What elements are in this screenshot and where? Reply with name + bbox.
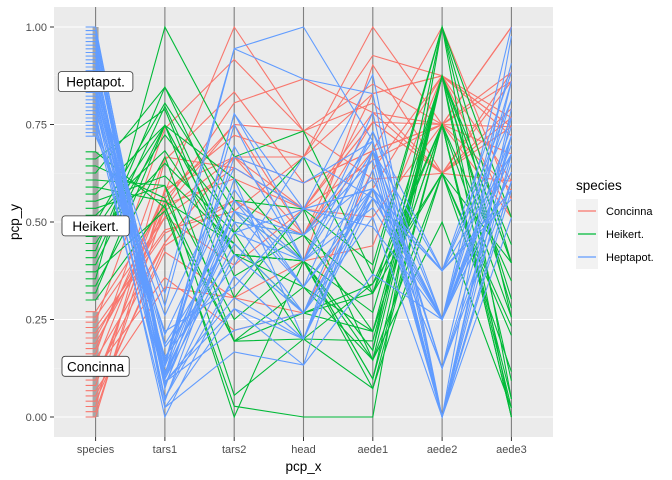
y-tick-label: 0.00: [26, 412, 47, 424]
x-tick-label: tars1: [153, 444, 177, 456]
line-heikert: [85, 172, 512, 397]
x-axis-title: pcp_x: [285, 459, 321, 474]
line-heikert: [85, 122, 512, 418]
level-label-heikert: Heikert.: [61, 215, 130, 237]
y-tick-label: 1.00: [26, 22, 47, 34]
legend-label: Concinna: [606, 206, 653, 218]
line-heptapot: [85, 124, 512, 409]
line-concinna: [85, 71, 512, 318]
level-label-box: [61, 355, 130, 377]
level-label-text: Heikert.: [72, 219, 119, 234]
legend-title: species: [576, 178, 622, 193]
level-label-box: [61, 215, 130, 237]
y-axis: 0.00 0.25 0.50 0.75 1.00: [26, 22, 54, 424]
data-lines: [85, 24, 512, 420]
line-heptapot: [85, 41, 512, 378]
line-heikert: [85, 26, 512, 418]
level-label-heptapot: Heptapot.: [57, 71, 134, 92]
legend: species Concinna Heikert. Heptapot.: [576, 178, 654, 269]
y-tick-label: 0.75: [26, 120, 47, 132]
x-tick-label: aede1: [358, 444, 389, 456]
y-tick-label: 0.25: [26, 315, 47, 327]
legend-label: Heikert.: [606, 229, 644, 241]
level-label-box: [57, 71, 134, 92]
x-tick-label: species: [77, 444, 115, 456]
line-concinna: [85, 25, 512, 365]
species-level-labels: Heptapot. Heikert. Concinna: [57, 71, 134, 377]
line-concinna: [85, 25, 512, 329]
y-axis-title: pcp_y: [7, 204, 22, 240]
level-label-text: Concinna: [67, 359, 125, 374]
line-heptapot: [85, 77, 512, 419]
line-heikert: [85, 124, 512, 362]
x-axis: species tars1 tars2 head aede1 aede2 aede3: [77, 437, 527, 456]
x-tick-label: aede3: [496, 444, 527, 456]
line-heptapot: [85, 62, 512, 409]
level-label-text: Heptapot.: [66, 75, 125, 90]
line-heptapot: [85, 44, 512, 404]
line-heptapot: [85, 81, 512, 362]
x-tick-label: head: [291, 444, 315, 456]
level-label-concinna: Concinna: [61, 355, 130, 377]
legend-label: Heptapot.: [606, 252, 654, 264]
line-heptapot: [85, 73, 512, 384]
line-heikert: [85, 122, 512, 409]
x-tick-label: aede2: [427, 444, 458, 456]
line-heptapot: [85, 102, 512, 418]
y-tick-label: 0.50: [26, 217, 47, 229]
x-tick-label: tars2: [222, 444, 246, 456]
line-concinna: [85, 58, 512, 323]
